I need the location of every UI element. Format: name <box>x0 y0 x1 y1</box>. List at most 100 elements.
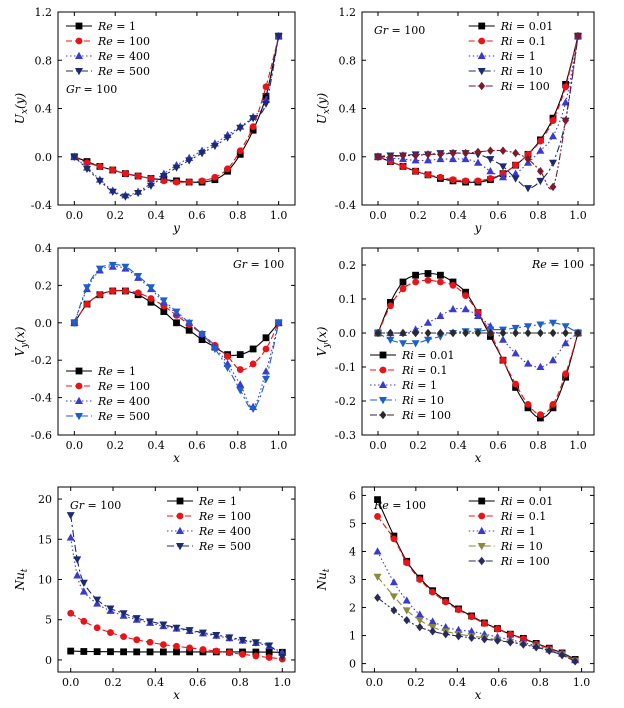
legend: Re = 1 Re = 100 Re = 400 Re = 500 <box>167 495 251 553</box>
plot-frame <box>57 247 296 436</box>
data-point <box>96 291 104 299</box>
legend-marker <box>478 556 486 566</box>
data-point <box>83 284 92 292</box>
data-point <box>402 607 411 615</box>
legend-item: Re = 100 <box>66 35 150 48</box>
data-point <box>66 533 75 541</box>
legend-marker <box>75 413 83 421</box>
data-point <box>486 156 495 164</box>
x-tick-label: 0.0 <box>369 209 387 222</box>
data-point <box>437 173 444 181</box>
data-point <box>499 356 507 364</box>
legend-marker <box>379 351 387 359</box>
x-axis-label: x <box>173 451 180 465</box>
x-tick-label: 1.0 <box>270 209 288 222</box>
data-point <box>399 278 407 286</box>
data-point <box>225 634 234 642</box>
data-point <box>374 513 381 520</box>
data-point <box>249 405 258 414</box>
data-point <box>210 142 219 151</box>
data-point <box>487 175 494 182</box>
data-point <box>261 375 270 384</box>
legend-item: Ri = 0.01 <box>468 20 554 33</box>
data-point <box>146 618 155 626</box>
y-tick-label: 0.0 <box>35 317 53 330</box>
y-tick-label: 10 <box>38 574 52 587</box>
data-point <box>186 648 194 656</box>
y-tick-label: 4 <box>349 545 356 558</box>
series-4 <box>70 33 283 201</box>
data-point <box>198 336 206 344</box>
data-point <box>512 380 519 388</box>
legend-marker <box>75 396 83 404</box>
y-tick-label: 3 <box>349 574 356 587</box>
x-axis-label: x <box>475 451 482 465</box>
legend-marker <box>478 22 486 30</box>
series-line <box>74 35 280 183</box>
legend-item: Ri = 100 <box>370 409 451 422</box>
data-point <box>274 33 283 41</box>
data-point <box>411 340 420 348</box>
series-line <box>377 576 576 662</box>
data-point <box>374 152 382 161</box>
data-point <box>223 134 232 142</box>
y-axis-label: Nut <box>13 568 30 591</box>
data-point <box>442 598 450 606</box>
data-point <box>561 323 570 331</box>
legend-label: Ri = 0.01 <box>500 20 554 33</box>
data-point <box>374 496 381 504</box>
x-tick-label: 0.0 <box>66 209 84 222</box>
data-point <box>436 311 445 319</box>
chart-panel-1: 0.0 0.2 0.4 0.6 0.8 1.0 -0.4 0.0 0.4 0.8 1.2 y Ux(y)… <box>13 6 296 235</box>
plot-frame <box>361 486 595 673</box>
data-point <box>236 150 244 158</box>
legend-marker <box>75 68 83 76</box>
data-point <box>73 571 82 579</box>
series-line <box>70 537 283 654</box>
data-point <box>429 627 437 636</box>
data-point <box>134 172 142 180</box>
x-tick-label: 1.0 <box>274 676 292 689</box>
legend-item: Re = 100 <box>167 510 251 523</box>
data-point <box>93 648 101 656</box>
data-point <box>424 328 432 338</box>
data-point <box>487 328 494 338</box>
legend-item: Re = 1 <box>66 20 136 33</box>
data-point <box>412 328 419 338</box>
data-point <box>536 362 545 370</box>
data-point <box>455 631 462 641</box>
data-point <box>83 300 91 308</box>
data-point <box>494 625 501 633</box>
series-line <box>377 597 576 662</box>
y-tick-label: 0.1 <box>339 293 357 306</box>
legend-marker <box>75 22 83 30</box>
x-tick-label: 0.4 <box>449 209 467 222</box>
legend-marker <box>176 543 185 551</box>
data-point <box>133 636 141 644</box>
legend-label: Re = 500 <box>198 540 251 553</box>
data-point <box>506 631 514 638</box>
data-point <box>106 605 115 613</box>
panel-annotation: Gr = 100 <box>233 258 284 271</box>
data-point <box>474 147 482 157</box>
x-tick-label: 0.6 <box>188 439 206 452</box>
y-tick-label: 0.0 <box>35 151 53 164</box>
data-point <box>198 629 207 637</box>
legend-marker <box>176 526 185 534</box>
data-point <box>389 593 398 601</box>
data-point <box>524 323 532 331</box>
x-tick-label: 0.4 <box>449 676 467 689</box>
series-3 <box>66 533 287 656</box>
data-point <box>474 177 482 185</box>
legend-item: Re = 400 <box>66 50 150 63</box>
data-point <box>146 638 154 646</box>
data-point <box>487 146 494 155</box>
legend-marker <box>176 497 184 505</box>
data-point <box>399 163 407 170</box>
legend-label: Re = 100 <box>97 380 150 393</box>
data-point <box>146 284 155 292</box>
x-tick-label: 0.8 <box>529 209 547 222</box>
data-point <box>562 83 569 91</box>
